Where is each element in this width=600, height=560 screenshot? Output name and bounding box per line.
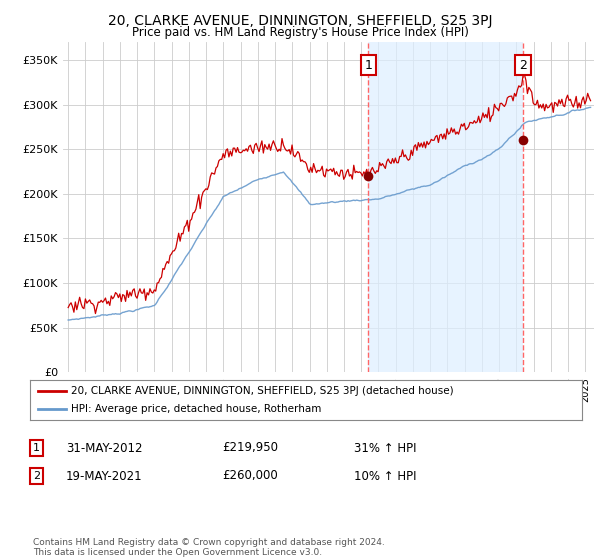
Text: 1: 1 [33,443,40,453]
Text: 31% ↑ HPI: 31% ↑ HPI [354,441,416,455]
Text: 20, CLARKE AVENUE, DINNINGTON, SHEFFIELD, S25 3PJ: 20, CLARKE AVENUE, DINNINGTON, SHEFFIELD… [108,14,492,28]
Text: 19-MAY-2021: 19-MAY-2021 [66,469,143,483]
Text: 1: 1 [365,59,373,72]
Bar [368,42,523,372]
Text: 10% ↑ HPI: 10% ↑ HPI [354,469,416,483]
Text: £219,950: £219,950 [222,441,278,455]
Text: 2: 2 [519,59,527,72]
Text: Contains HM Land Registry data © Crown copyright and database right 2024.
This d: Contains HM Land Registry data © Crown c… [33,538,385,557]
Text: 20, CLARKE AVENUE, DINNINGTON, SHEFFIELD, S25 3PJ (detached house): 20, CLARKE AVENUE, DINNINGTON, SHEFFIELD… [71,386,454,395]
Text: 31-MAY-2012: 31-MAY-2012 [66,441,143,455]
Text: Price paid vs. HM Land Registry's House Price Index (HPI): Price paid vs. HM Land Registry's House … [131,26,469,39]
Text: £260,000: £260,000 [222,469,278,483]
Text: HPI: Average price, detached house, Rotherham: HPI: Average price, detached house, Roth… [71,404,322,414]
Text: 2: 2 [33,471,40,481]
